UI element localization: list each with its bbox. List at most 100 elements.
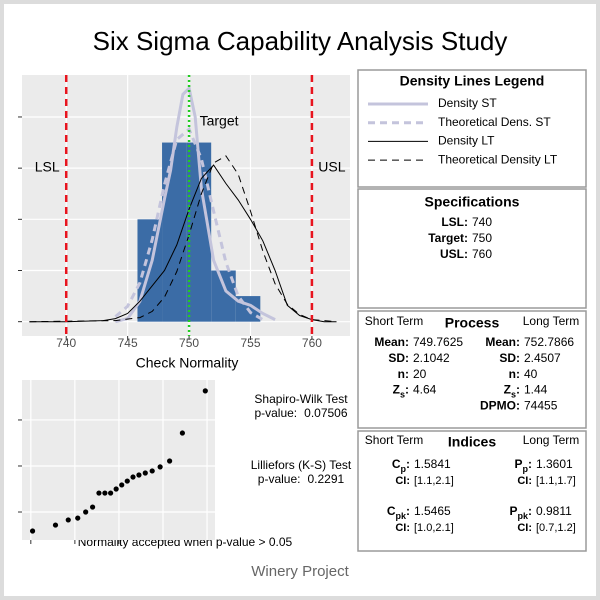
p-label: p-value: (258, 472, 301, 486)
p-label: p-value: (254, 406, 297, 420)
specifications-box (357, 188, 587, 309)
x-tick-label: 750 (179, 336, 199, 350)
symbol: P (509, 504, 517, 518)
point (136, 472, 142, 478)
point (108, 490, 114, 496)
page-title: Six Sigma Capability Analysis Study (93, 26, 508, 56)
point (202, 388, 208, 394)
annotation-title: Shapiro-Wilk Test (254, 392, 348, 406)
heading: Short Term (365, 433, 423, 447)
ci-label: CI: (395, 475, 410, 487)
process-value: 752.7866 (524, 335, 574, 349)
point (113, 486, 119, 492)
symbol: C (392, 457, 401, 471)
process-title: Process (445, 315, 500, 331)
point (52, 522, 59, 528)
separator: : (528, 504, 532, 518)
symbol: Z (504, 383, 511, 397)
reference-label: LSL (35, 159, 60, 175)
process-value: 74455 (524, 398, 558, 412)
density-line (29, 164, 337, 323)
point (142, 470, 148, 476)
point (130, 474, 136, 480)
point (83, 509, 89, 515)
indices-title: Indices (448, 434, 496, 450)
process-label: SD: (388, 351, 409, 365)
separator: : (516, 383, 520, 397)
point (102, 490, 108, 496)
point (119, 482, 125, 488)
legend-title: Density Lines Legend (400, 73, 545, 89)
point (65, 517, 71, 523)
subscript: s (511, 390, 516, 400)
x-tick-label: 745 (118, 336, 138, 350)
ci-label: CI: (517, 522, 532, 534)
specifications-title: Specifications (425, 194, 520, 210)
spec-label: LSL: (441, 215, 468, 229)
process-value: 749.7625 (413, 335, 463, 349)
p-value: 0.07506 (304, 406, 348, 420)
reference-label: USL (318, 159, 345, 175)
subscript: p (401, 464, 407, 474)
symbol: P (514, 457, 522, 471)
x-axis-label: Check Normality (136, 355, 239, 371)
x-tick-label: 740 (56, 336, 76, 350)
reference-label: Target (200, 113, 239, 129)
process-label: n: (398, 367, 409, 381)
legend-label: Density ST (438, 96, 497, 110)
symbol-label: Ppk: (509, 504, 532, 521)
ci-value: [1.1,2.1] (414, 475, 454, 487)
point (179, 430, 185, 436)
process-value: 2.4507 (524, 351, 561, 365)
index-value: 0.9811 (536, 504, 572, 518)
subscript: p (523, 464, 529, 474)
process-label: SD: (499, 351, 520, 365)
separator: : (528, 457, 532, 471)
point (149, 468, 155, 474)
ci-value: [1.1,1.7] (536, 475, 576, 487)
point (96, 490, 102, 496)
density-line (114, 126, 264, 321)
point (157, 464, 163, 470)
heading: Long Term (523, 433, 579, 447)
point (124, 478, 130, 484)
point (75, 515, 81, 521)
process-label: n: (509, 367, 520, 381)
spec-value: 760 (472, 247, 492, 261)
subscript: pk (395, 511, 406, 521)
process-label: DPMO: (480, 398, 520, 412)
legend-label: Density LT (438, 134, 495, 148)
heading: Short Term (365, 314, 423, 328)
ci-value: [0.7,1.2] (536, 522, 576, 534)
process-value: 40 (524, 367, 538, 381)
subscript: pk (517, 511, 528, 521)
process-value: 4.64 (413, 383, 437, 397)
legend-label: Theoretical Dens. ST (438, 115, 551, 129)
ci-label: CI: (395, 522, 410, 534)
indices-box (357, 430, 587, 552)
symbol-label: Zs: (504, 383, 520, 400)
subscript: s (400, 390, 405, 400)
index-value: 1.5841 (414, 457, 451, 471)
spec-label: Target: (428, 231, 468, 245)
process-label: Mean: (485, 335, 520, 349)
ci-label: CI: (517, 475, 532, 487)
process-value: 1.44 (524, 383, 548, 397)
spec-value: 740 (472, 215, 492, 229)
spec-label: USL: (440, 247, 468, 261)
legend-box (357, 69, 587, 188)
process-value: 20 (413, 367, 427, 381)
symbol-label: Cp: (392, 457, 410, 474)
p-value: 0.2291 (308, 472, 345, 486)
annotation-title: Lilliefors (K-S) Test (251, 458, 352, 472)
legend-label: Theoretical Density LT (438, 152, 558, 166)
point (167, 458, 173, 464)
process-value: 2.1042 (413, 351, 450, 365)
annotation-pvalue: p-value: 0.2291 (258, 472, 345, 486)
process-label: Mean: (374, 335, 409, 349)
separator: : (405, 383, 409, 397)
footer: Winery Project (251, 563, 349, 580)
ci-value: [1.0,2.1] (414, 522, 454, 534)
symbol-label: Zs: (393, 383, 409, 400)
spec-value: 750 (472, 231, 492, 245)
